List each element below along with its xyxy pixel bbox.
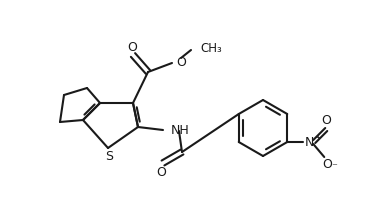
Text: O: O [322, 157, 332, 170]
Text: O: O [127, 41, 137, 53]
Text: CH₃: CH₃ [200, 42, 222, 54]
Text: O: O [156, 166, 166, 179]
Text: NH: NH [171, 124, 190, 136]
Text: ⁻: ⁻ [331, 162, 337, 172]
Text: S: S [105, 150, 113, 164]
Text: +: + [314, 133, 321, 143]
Text: O: O [176, 55, 186, 69]
Text: N: N [304, 135, 314, 148]
Text: O: O [321, 113, 331, 127]
